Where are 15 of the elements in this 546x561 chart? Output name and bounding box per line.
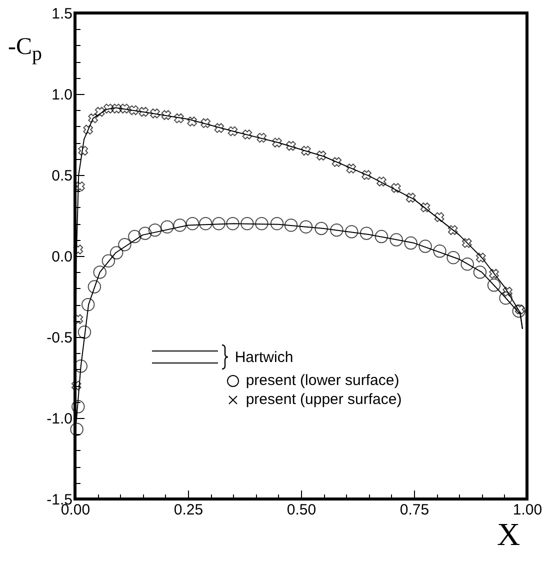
- legend-label: present (lower surface): [246, 372, 400, 390]
- x-tick-label: 0.50: [286, 502, 316, 518]
- legend-label: Hartwich: [234, 348, 294, 366]
- y-tick-label: 1.5: [52, 6, 72, 22]
- y-tick-label: 0.0: [52, 248, 72, 266]
- x-axis-title: X: [497, 516, 520, 553]
- y-tick-label: -1.0: [46, 410, 72, 428]
- y-tick-label: 1.0: [52, 86, 72, 104]
- y-tick-label: -0.5: [46, 330, 72, 346]
- y-axis-title: -C$_{p}$: [8, 34, 42, 66]
- x-tick-label: 0.75: [400, 502, 430, 518]
- y-tick-label: 0.5: [52, 168, 72, 184]
- x-tick-label: 1.00: [512, 502, 542, 518]
- x-tick-label: 0.25: [174, 502, 204, 518]
- legend-label: present (upper surface): [246, 391, 402, 408]
